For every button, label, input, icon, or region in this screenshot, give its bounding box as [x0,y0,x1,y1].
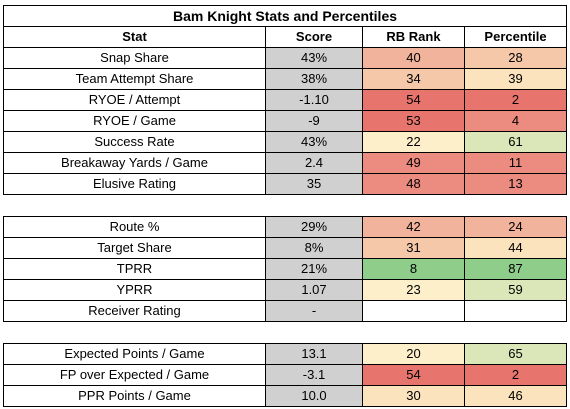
percentile-cell: 11 [464,152,567,174]
table-row: FP over Expected / Game -3.1 54 2 [3,364,567,386]
rank-cell: 30 [362,385,465,407]
stat-label: TPRR [3,258,266,280]
table-row: Success Rate 43% 22 61 [3,131,567,153]
score-cell: 43% [265,47,363,69]
table-row: Route % 29% 42 24 [3,216,567,238]
score-cell: 8% [265,237,363,259]
score-cell: 10.0 [265,385,363,407]
rank-cell: 31 [362,237,465,259]
rank-cell: 48 [362,173,465,195]
title-row: Bam Knight Stats and Percentiles [3,5,567,27]
rank-cell: 40 [362,47,465,69]
percentile-cell: 61 [464,131,567,153]
stat-label: Elusive Rating [3,173,266,195]
percentile-cell: 39 [464,68,567,90]
percentile-cell: 44 [464,237,567,259]
percentile-cell: 87 [464,258,567,280]
rank-cell: 20 [362,343,465,365]
stat-label: Success Rate [3,131,266,153]
stat-label: Breakaway Yards / Game [3,152,266,174]
score-cell: 29% [265,216,363,238]
score-cell: 13.1 [265,343,363,365]
stat-label: Route % [3,216,266,238]
rank-cell: 54 [362,364,465,386]
stat-label: FP over Expected / Game [3,364,266,386]
percentile-cell: 46 [464,385,567,407]
stat-label: Expected Points / Game [3,343,266,365]
table-row: YPRR 1.07 23 59 [3,279,567,301]
header-stat: Stat [3,26,266,48]
table-row: RYOE / Game -9 53 4 [3,110,567,132]
table-title: Bam Knight Stats and Percentiles [3,5,567,27]
stat-label: Target Share [3,237,266,259]
stat-label: Receiver Rating [3,300,266,322]
percentile-cell [464,300,567,322]
score-cell: 35 [265,173,363,195]
percentile-cell: 2 [464,89,567,111]
header-rank: RB Rank [362,26,465,48]
score-cell: 2.4 [265,152,363,174]
table-row: Receiver Rating - [3,300,567,322]
table-row: Elusive Rating 35 48 13 [3,173,567,195]
score-cell: 21% [265,258,363,280]
section-spacer [3,321,567,344]
score-cell: -9 [265,110,363,132]
percentile-cell: 59 [464,279,567,301]
percentile-cell: 24 [464,216,567,238]
table-row: TPRR 21% 8 87 [3,258,567,280]
stat-label: RYOE / Attempt [3,89,266,111]
header-score: Score [265,26,363,48]
stat-label: Snap Share [3,47,266,69]
stats-table: Bam Knight Stats and Percentiles Stat Sc… [3,5,567,407]
stat-label: RYOE / Game [3,110,266,132]
score-cell: 1.07 [265,279,363,301]
header-row: Stat Score RB Rank Percentile [3,26,567,48]
rank-cell: 34 [362,68,465,90]
table-row: Team Attempt Share 38% 34 39 [3,68,567,90]
stat-label: YPRR [3,279,266,301]
table-row: Breakaway Yards / Game 2.4 49 11 [3,152,567,174]
header-percentile: Percentile [464,26,567,48]
table-row: PPR Points / Game 10.0 30 46 [3,385,567,407]
table-row: Target Share 8% 31 44 [3,237,567,259]
score-cell: 43% [265,131,363,153]
stat-label: PPR Points / Game [3,385,266,407]
score-cell: 38% [265,68,363,90]
table-row: Expected Points / Game 13.1 20 65 [3,343,567,365]
percentile-cell: 13 [464,173,567,195]
score-cell: - [265,300,363,322]
rank-cell: 42 [362,216,465,238]
rank-cell: 8 [362,258,465,280]
percentile-cell: 28 [464,47,567,69]
rank-cell: 22 [362,131,465,153]
rank-cell [362,300,465,322]
percentile-cell: 4 [464,110,567,132]
section-spacer [3,194,567,217]
percentile-cell: 2 [464,364,567,386]
score-cell: -3.1 [265,364,363,386]
table-row: RYOE / Attempt -1.10 54 2 [3,89,567,111]
table-row: Snap Share 43% 40 28 [3,47,567,69]
score-cell: -1.10 [265,89,363,111]
rank-cell: 49 [362,152,465,174]
rank-cell: 53 [362,110,465,132]
percentile-cell: 65 [464,343,567,365]
stat-label: Team Attempt Share [3,68,266,90]
rank-cell: 23 [362,279,465,301]
rank-cell: 54 [362,89,465,111]
